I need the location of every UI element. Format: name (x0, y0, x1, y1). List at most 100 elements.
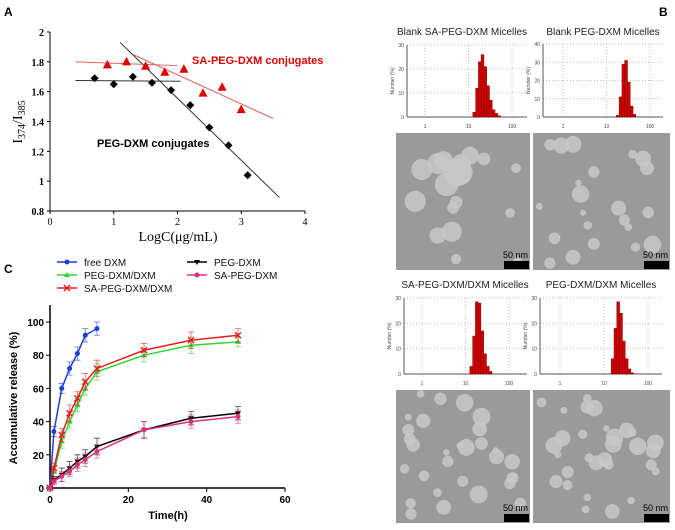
micelle-particle (624, 223, 633, 231)
series-line (49, 341, 239, 489)
micelle-particle (581, 505, 590, 514)
y-axis-label: I374/I385 (11, 100, 28, 143)
legend-label: PEG-DXM (214, 258, 261, 269)
data-point (67, 468, 73, 474)
x-tick-label: 100 (646, 124, 655, 130)
micelle-particle (434, 151, 453, 171)
micelle-particle (504, 477, 516, 490)
y-axis-label: Number (%) (390, 67, 396, 94)
histogram-bar (622, 340, 626, 375)
panel-label-c: C (4, 262, 13, 276)
tem-image: 50 nm (396, 133, 530, 270)
panel-title: SA-PEG-DXM/DXM Micelles (401, 280, 528, 291)
data-point (198, 88, 208, 97)
y-tick-label: 20 (33, 451, 45, 462)
tem-image: 50 nm (533, 133, 670, 270)
micelle-particle (505, 208, 515, 218)
y-axis-label-part: 374 (17, 124, 28, 139)
histogram-bar (488, 371, 493, 375)
micelle-particle (564, 135, 582, 153)
size-distribution-panel: SA-PEG-DXM/DXM Micelles 0 10 20 30 1 10 100 Numb… (387, 280, 530, 523)
micelle-particle (651, 467, 660, 476)
data-point (59, 385, 65, 391)
panel-title: PEG-DXM/DXM Micelles (546, 280, 657, 291)
x-tick-label: 1 (562, 124, 565, 130)
micelle-particle (629, 437, 647, 456)
y-tick-label: 40 (534, 42, 540, 48)
x-tick-label: 1 (559, 381, 562, 387)
micelle-particle (604, 504, 620, 519)
micelle-particle (446, 159, 473, 185)
data-point (187, 336, 195, 344)
micelle-particle (457, 438, 475, 456)
data-point (50, 464, 58, 472)
data-point (59, 473, 65, 479)
legend-item: free DXM (57, 258, 126, 269)
histogram-bar (627, 82, 631, 118)
series-line (49, 415, 239, 489)
data-point (66, 409, 74, 417)
panel-title: Blank SA-PEG-DXM Micelles (397, 27, 527, 38)
data-point (82, 332, 88, 338)
size-distribution-panel: Blank SA-PEG-DXM Micelles 0 10 20 30 1 10 100 Nu… (390, 27, 530, 270)
scale-bar (644, 514, 669, 522)
scale-bar-label: 50 nm (503, 250, 528, 260)
x-tick-label: 0 (47, 495, 53, 506)
data-point (141, 61, 151, 70)
histogram-bar (475, 87, 479, 118)
y-tick-label: 10 (531, 347, 537, 353)
micelle-particle (406, 438, 420, 452)
micelle-particle (643, 235, 662, 254)
data-point (63, 284, 71, 292)
histogram-bar (469, 366, 473, 375)
data-point (74, 462, 80, 468)
y-axis-label: Number (%) (387, 322, 393, 349)
micelle-particle (580, 209, 587, 216)
tem-image: 50 nm (533, 390, 670, 523)
y-tick-label: 30 (531, 296, 537, 302)
y-axis-label: Accumulative release (%) (8, 331, 20, 464)
micelle-particle (586, 400, 603, 417)
micelle-particle (603, 425, 610, 432)
micelle-particle (553, 137, 570, 154)
y-tick-label: 30 (395, 296, 401, 302)
y-tick-label: 1.2 (32, 147, 45, 158)
x-tick-label: 1 (421, 381, 424, 387)
data-point (90, 74, 99, 83)
data-point (73, 394, 81, 402)
data-point (47, 485, 53, 491)
y-tick-label: 30 (398, 43, 404, 49)
data-point (179, 64, 189, 73)
micelle-particle (562, 479, 573, 491)
data-point (64, 259, 70, 265)
micelle-particle (489, 449, 505, 465)
scale-bar-label: 50 nm (643, 250, 668, 260)
data-point (188, 419, 194, 425)
micelle-particle (560, 406, 568, 414)
histogram-bar (480, 54, 485, 118)
x-tick-label: 1 (424, 124, 427, 130)
y-tick-label: 10 (398, 91, 404, 97)
x-tick-label: 20 (123, 495, 135, 506)
histogram-bar (618, 96, 623, 118)
micelle-particle (597, 452, 613, 468)
y-tick-label: 10 (395, 347, 401, 353)
legend-item: SA-PEG-DXM (187, 271, 277, 282)
micelle-particle (544, 138, 556, 151)
micelle-particle (436, 499, 452, 515)
scale-bar (644, 261, 669, 269)
histogram-bar (491, 109, 496, 118)
chart-c-release: 0 20 40 60 80 100 0 20 40 60 Time(h) Accumulative r… (8, 258, 291, 522)
x-tick-label: 100 (505, 381, 514, 387)
micelle-particle (405, 498, 416, 509)
histogram-bar (610, 358, 615, 375)
legend-label: SA-PEG-DXM (214, 271, 277, 282)
series-line (49, 334, 239, 489)
y-tick-label: 10 (534, 97, 540, 103)
y-tick-label: 0 (38, 484, 44, 495)
micelle-particle (457, 475, 469, 487)
data-point (93, 364, 101, 373)
series-free-dxm (47, 321, 100, 491)
micelle-particle (447, 201, 460, 214)
